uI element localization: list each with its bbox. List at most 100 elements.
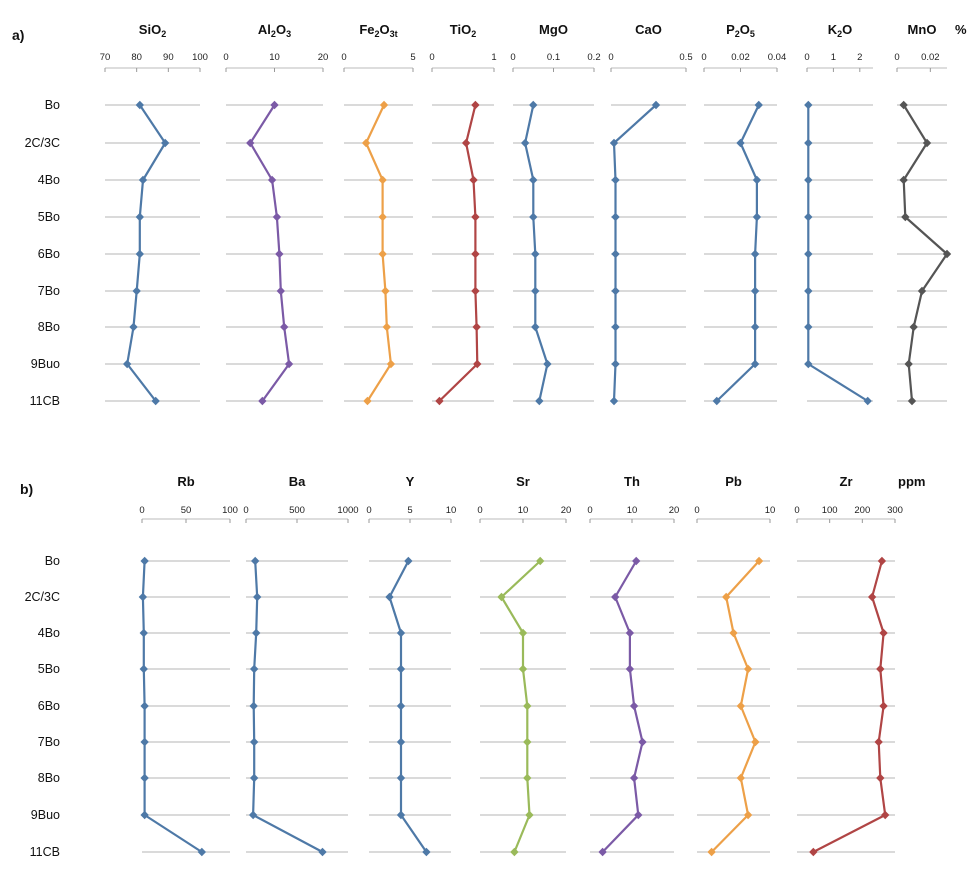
data-point	[736, 701, 745, 711]
data-point	[531, 286, 540, 296]
tick-label: 100	[192, 52, 208, 63]
data-point	[531, 322, 540, 332]
data-point	[525, 810, 534, 820]
data-point	[529, 175, 538, 185]
data-point	[379, 100, 389, 110]
data-point	[140, 701, 149, 711]
unit-label: ppm	[898, 474, 925, 489]
data-point	[752, 175, 762, 185]
data-point	[404, 556, 413, 566]
series-tio2: TiO2 0 1	[429, 22, 497, 406]
tick-label: 0	[701, 52, 706, 63]
data-point	[863, 396, 872, 406]
tick-label: 90	[163, 52, 174, 63]
series-line	[126, 104, 167, 402]
data-point	[520, 138, 530, 148]
series-fe2o3t: Fe2O3t 0 5	[341, 22, 416, 406]
data-point	[917, 286, 927, 296]
tick-label: 0.02	[921, 52, 940, 63]
data-point	[531, 249, 540, 259]
data-point	[529, 100, 538, 110]
series-title-sr: Sr	[516, 474, 530, 489]
series-mno: MnO 0 0.02	[894, 22, 952, 406]
data-point	[471, 286, 480, 296]
data-point	[140, 773, 149, 783]
data-point	[473, 359, 482, 369]
category-label-4bo: 4Bo	[38, 626, 60, 640]
data-point	[471, 100, 480, 110]
data-point	[396, 701, 406, 711]
category-label-bo: Bo	[45, 554, 60, 568]
tick-label: 1	[831, 52, 836, 63]
series-zr: Zr 0 100 200 300	[794, 474, 903, 857]
data-point	[248, 810, 258, 820]
data-point	[598, 847, 607, 857]
series-title-rb: Rb	[177, 474, 194, 489]
data-point	[280, 322, 289, 332]
data-point	[272, 212, 282, 222]
series-y: Y 0 5 10	[366, 474, 456, 857]
tick-label: 100	[222, 505, 238, 516]
data-point	[132, 286, 141, 296]
tick-label: 2	[857, 52, 862, 63]
data-point	[252, 628, 261, 638]
data-point	[922, 138, 932, 148]
series-p2o5: P2O5 0 0.02 0.04	[701, 22, 787, 406]
data-point	[382, 322, 391, 332]
data-point	[497, 592, 506, 602]
data-point	[160, 138, 170, 148]
data-point	[318, 847, 327, 857]
data-point	[396, 628, 406, 638]
data-point	[634, 810, 643, 820]
category-label-8bo: 8Bo	[38, 771, 60, 785]
data-point	[518, 664, 528, 674]
unit-label: %	[955, 22, 967, 37]
data-point	[901, 212, 910, 222]
category-label-11cb: 11CB	[30, 845, 60, 859]
tick-label: 200	[854, 505, 870, 516]
data-point	[536, 556, 545, 566]
data-point	[876, 773, 885, 783]
data-point	[139, 628, 148, 638]
data-point	[422, 847, 431, 857]
data-point	[899, 100, 908, 110]
data-point	[743, 810, 753, 820]
series-line	[438, 104, 479, 402]
panel-label: a)	[12, 27, 24, 43]
category-label-9buo: 9Buo	[31, 357, 60, 371]
panel-label: b)	[20, 481, 33, 497]
series-ba: Ba 0 500 1000	[243, 474, 359, 857]
data-point	[881, 810, 890, 820]
series-line	[612, 104, 657, 402]
data-point	[804, 322, 813, 332]
data-point	[523, 701, 532, 711]
data-point	[435, 396, 444, 406]
data-point	[386, 359, 396, 369]
data-point	[712, 396, 721, 406]
tick-label: 0	[794, 505, 799, 516]
tick-label: 10	[269, 52, 280, 63]
tick-label: 0	[243, 505, 248, 516]
data-point	[804, 249, 813, 259]
series-title-y: Y	[406, 474, 415, 489]
tick-label: 0.2	[587, 52, 600, 63]
data-point	[804, 100, 813, 110]
data-point	[909, 322, 918, 332]
tick-label: 10	[627, 505, 638, 516]
series-title-al2o3: Al2O3	[258, 22, 291, 39]
series-line	[807, 105, 869, 402]
tick-label: 0	[429, 52, 434, 63]
data-point	[907, 396, 917, 406]
category-label-5bo: 5Bo	[38, 210, 60, 224]
series-line	[365, 104, 392, 402]
category-label-2c-3c: 2C/3C	[25, 136, 60, 150]
data-point	[611, 322, 620, 332]
category-label-11cb: 11CB	[30, 394, 60, 408]
data-point	[611, 249, 620, 259]
data-point	[752, 212, 762, 222]
tick-label: 0.04	[768, 52, 787, 63]
data-point	[381, 286, 390, 296]
data-point	[197, 847, 207, 857]
data-point	[750, 249, 760, 259]
